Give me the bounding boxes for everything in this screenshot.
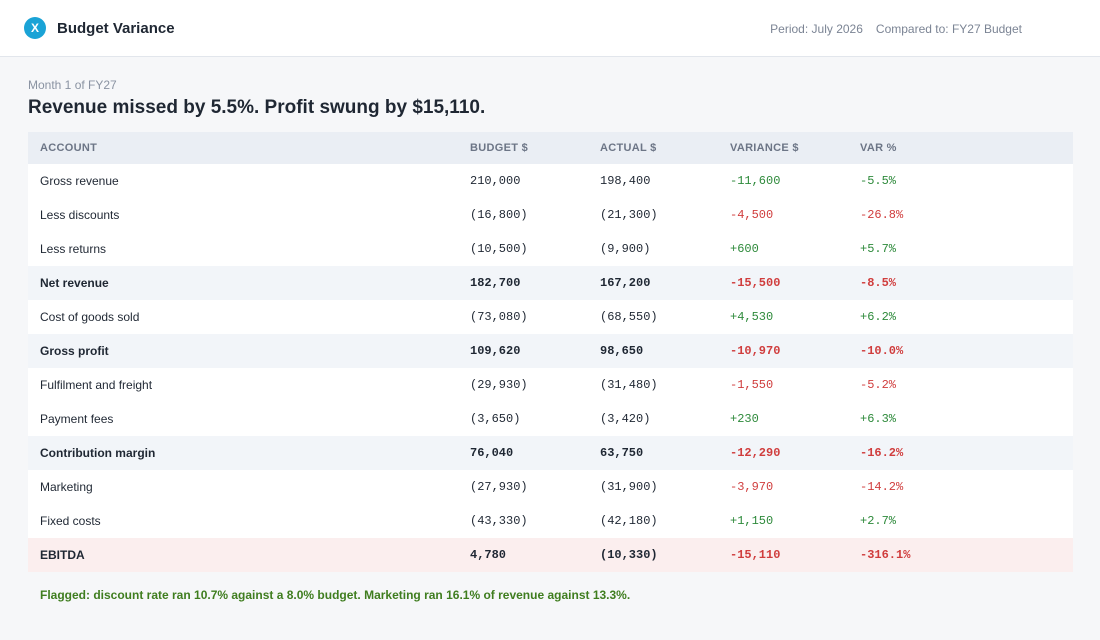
- variance-cell: +600: [730, 242, 759, 256]
- account-cell: Less returns: [40, 242, 107, 256]
- col-header-budget: BUDGET $: [470, 142, 529, 154]
- variance-cell: -10,970: [730, 344, 781, 358]
- account-cell: Less discounts: [40, 208, 120, 222]
- budget-cell: (16,800): [470, 208, 528, 222]
- variance-cell: -15,110: [730, 548, 781, 562]
- variance-cell: +4,530: [730, 310, 774, 324]
- budget-cell: 109,620: [470, 344, 521, 358]
- table-body: Gross revenue 210,000 198,400 -11,600 -5.5% L…: [28, 164, 1073, 572]
- account-cell: EBITDA: [40, 548, 85, 562]
- budget-cell: 182,700: [470, 276, 521, 290]
- table-row: Less returns (10,500) (9,900) +600 +5.7%: [28, 232, 1073, 266]
- table-row: Fixed costs (43,330) (42,180) +1,150 +2.7%: [28, 504, 1073, 538]
- budget-cell: (27,930): [470, 480, 528, 494]
- table-row: Less discounts (16,800) (21,300) -4,500 -26.…: [28, 198, 1073, 232]
- variance-cell: -12,290: [730, 446, 781, 460]
- var-pct-cell: -10.0%: [860, 344, 904, 358]
- logo-icon: X: [24, 17, 46, 39]
- table-row-subtotal: Contribution margin 76,040 63,750 -12,290 -1…: [28, 436, 1073, 470]
- variance-cell: -11,600: [730, 174, 781, 188]
- table-row: Fulfilment and freight (29,930) (31,480) -1…: [28, 368, 1073, 402]
- budget-cell: 210,000: [470, 174, 521, 188]
- actual-cell: (42,180): [600, 514, 658, 528]
- actual-cell: (21,300): [600, 208, 658, 222]
- budget-cell: (73,080): [470, 310, 528, 324]
- variance-cell: -4,500: [730, 208, 774, 222]
- compared-to-label: Compared to: FY27 Budget: [875, 21, 1022, 36]
- col-header-account: ACCOUNT: [40, 142, 98, 154]
- var-pct-cell: -316.1%: [860, 548, 911, 562]
- budget-cell: 4,780: [470, 548, 507, 562]
- variance-cell: -1,550: [730, 378, 774, 392]
- app-title: Budget Variance: [57, 19, 175, 37]
- table-row-ebitda: EBITDA 4,780 (10,330) -15,110 -316.1%: [28, 538, 1073, 572]
- table-row-subtotal: Gross profit 109,620 98,650 -10,970 -10.0%: [28, 334, 1073, 368]
- variance-table: ACCOUNT BUDGET $ ACTUAL $ VARIANCE $ VAR…: [28, 132, 1073, 572]
- account-cell: Payment fees: [40, 412, 114, 426]
- table-row-subtotal: Net revenue 182,700 167,200 -15,500 -8.5%: [28, 266, 1073, 300]
- actual-cell: (68,550): [600, 310, 658, 324]
- report-main: Month 1 of FY27 Revenue missed by 5.5%. …: [0, 78, 1100, 602]
- account-cell: Cost of goods sold: [40, 310, 140, 324]
- variance-cell: +230: [730, 412, 759, 426]
- budget-cell: (3,650): [470, 412, 521, 426]
- report-subtitle: Month 1 of FY27: [28, 78, 117, 92]
- top-bar: X Budget Variance Period: July 2026 Comp…: [0, 0, 1100, 57]
- actual-cell: 167,200: [600, 276, 651, 290]
- variance-cell: +1,150: [730, 514, 774, 528]
- budget-cell: (43,330): [470, 514, 528, 528]
- var-pct-cell: +5.7%: [860, 242, 897, 256]
- table-header-row: ACCOUNT BUDGET $ ACTUAL $ VARIANCE $ VAR…: [28, 132, 1073, 164]
- var-pct-cell: +2.7%: [860, 514, 897, 528]
- var-pct-cell: -16.2%: [860, 446, 904, 460]
- account-cell: Fulfilment and freight: [40, 378, 153, 392]
- report-meta: Period: July 2026 Compared to: FY27 Budg…: [770, 0, 1022, 57]
- var-pct-cell: -14.2%: [860, 480, 904, 494]
- account-cell: Net revenue: [40, 276, 109, 290]
- table-row: Gross revenue 210,000 198,400 -11,600 -5.5%: [28, 164, 1073, 198]
- budget-cell: (10,500): [470, 242, 528, 256]
- account-cell: Marketing: [40, 480, 93, 494]
- variance-cell: -3,970: [730, 480, 774, 494]
- report-headline: Revenue missed by 5.5%. Profit swung by …: [28, 97, 486, 118]
- actual-cell: (3,420): [600, 412, 651, 426]
- table-row: Marketing (27,930) (31,900) -3,970 -14.2%: [28, 470, 1073, 504]
- flag-note: Flagged: discount rate ran 10.7% against…: [40, 588, 631, 602]
- variance-cell: -15,500: [730, 276, 781, 290]
- var-pct-cell: +6.3%: [860, 412, 897, 426]
- actual-cell: 198,400: [600, 174, 651, 188]
- actual-cell: (10,330): [600, 548, 658, 562]
- budget-cell: (29,930): [470, 378, 528, 392]
- col-header-variance: VARIANCE $: [730, 142, 799, 154]
- account-cell: Contribution margin: [40, 446, 156, 460]
- table-row: Cost of goods sold (73,080) (68,550) +4,530…: [28, 300, 1073, 334]
- table-row: Payment fees (3,650) (3,420) +230 +6.3%: [28, 402, 1073, 436]
- account-cell: Fixed costs: [40, 514, 101, 528]
- actual-cell: (31,480): [600, 378, 658, 392]
- budget-cell: 76,040: [470, 446, 514, 460]
- col-header-actual: ACTUAL $: [600, 142, 657, 154]
- var-pct-cell: -5.2%: [860, 378, 897, 392]
- var-pct-cell: -8.5%: [860, 276, 897, 290]
- actual-cell: (31,900): [600, 480, 658, 494]
- actual-cell: 98,650: [600, 344, 644, 358]
- var-pct-cell: -26.8%: [860, 208, 904, 222]
- account-cell: Gross revenue: [40, 174, 119, 188]
- actual-cell: (9,900): [600, 242, 651, 256]
- var-pct-cell: -5.5%: [860, 174, 897, 188]
- actual-cell: 63,750: [600, 446, 644, 460]
- period-label: Period: July 2026: [770, 21, 863, 36]
- account-cell: Gross profit: [40, 344, 109, 358]
- col-header-var-pct: VAR %: [860, 142, 897, 154]
- var-pct-cell: +6.2%: [860, 310, 897, 324]
